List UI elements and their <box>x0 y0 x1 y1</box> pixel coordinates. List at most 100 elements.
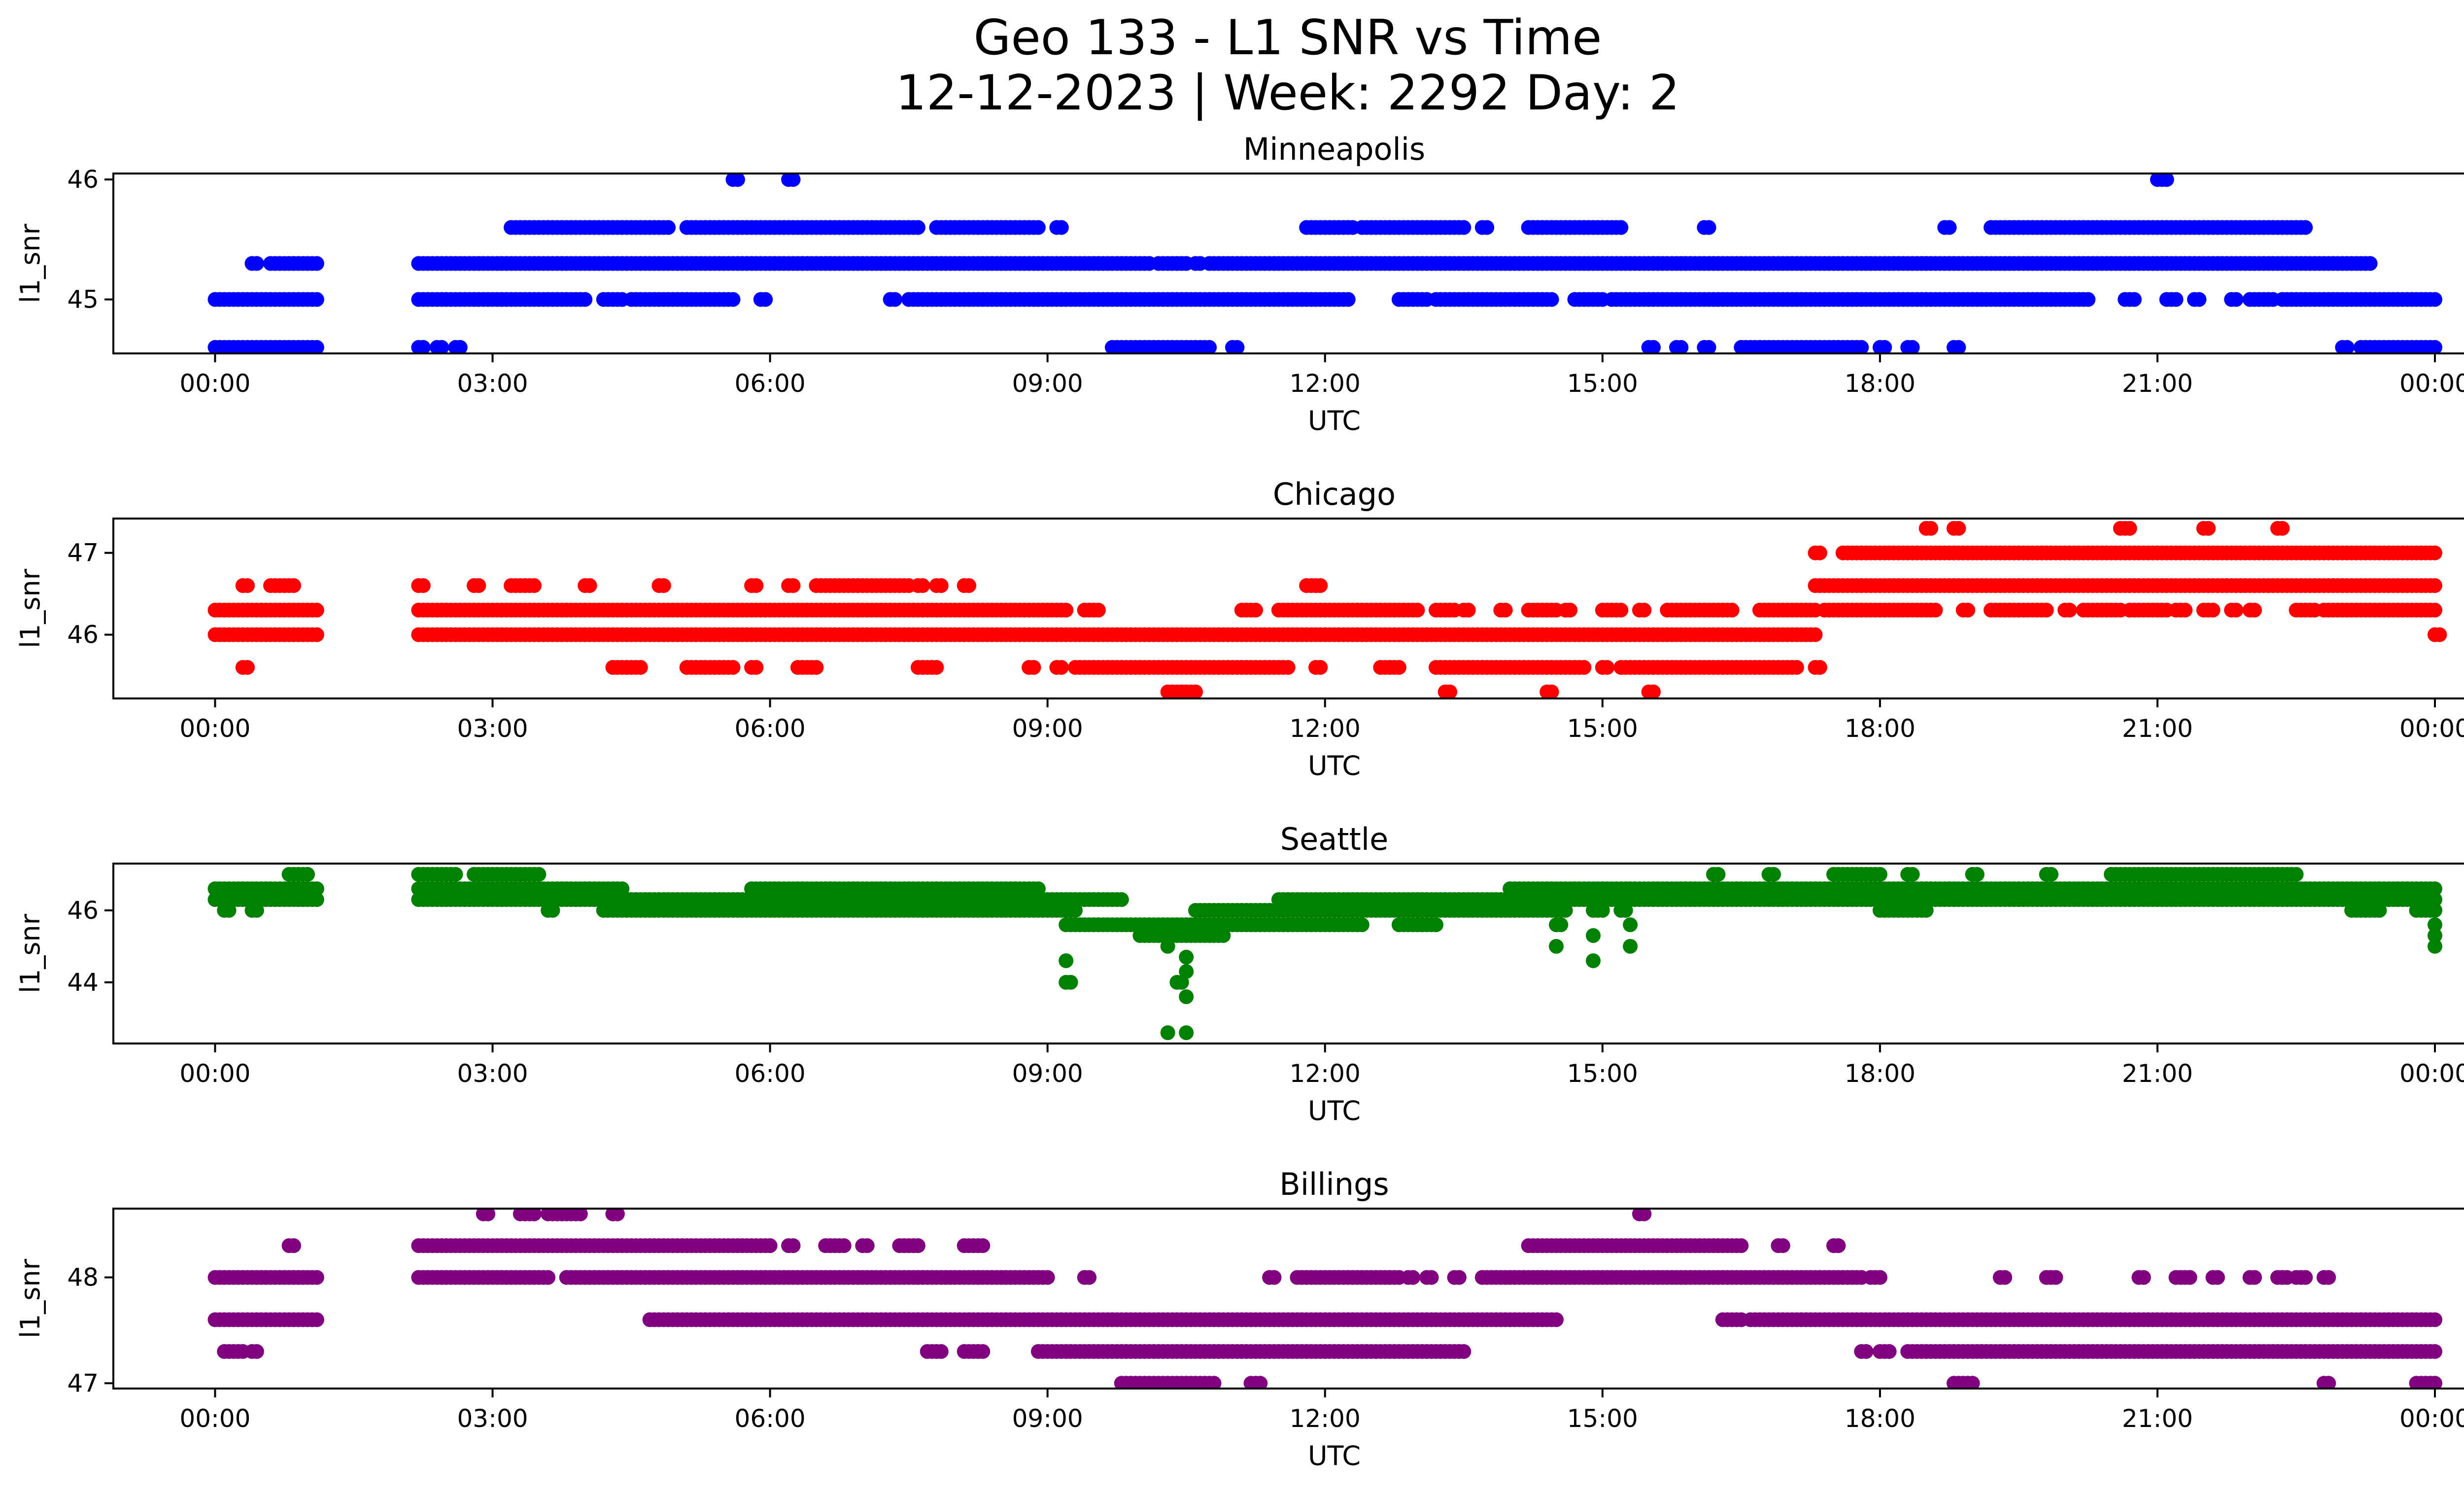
data-point-minneapolis-494 <box>249 256 264 271</box>
data-point-seattle-1041 <box>1354 917 1369 933</box>
data-point-minneapolis-170 <box>578 292 593 307</box>
data-point-chicago-718 <box>1498 602 1513 618</box>
x-tick-label-seattle-1: 03:00 <box>457 1059 528 1088</box>
y-tick-label-chicago-1: 47 <box>67 539 99 567</box>
data-point-billings-916 <box>1997 1270 2013 1285</box>
data-point-minneapolis-1036 <box>1054 220 1069 235</box>
data-point-billings-935 <box>2298 1270 2313 1285</box>
plot-frame-billings <box>112 1208 2464 1390</box>
data-point-chicago-48 <box>1054 660 1069 675</box>
data-point-seattle-1170 <box>1179 1025 1194 1041</box>
data-point-billings-30 <box>2321 1376 2336 1389</box>
data-point-minneapolis-445 <box>2127 292 2142 307</box>
data-point-billings-149 <box>1882 1344 1897 1359</box>
x-tick-label-chicago-8: 00:00 <box>2399 714 2464 743</box>
data-point-minneapolis-1166 <box>2298 220 2313 235</box>
data-point-billings-46 <box>933 1344 949 1359</box>
data-point-seattle-764 <box>545 903 560 918</box>
x-tick-label-chicago-2: 06:00 <box>735 714 806 743</box>
data-point-minneapolis-925 <box>2362 256 2378 271</box>
data-point-minneapolis-87 <box>1877 340 1892 353</box>
data-point-minneapolis-505 <box>309 256 324 271</box>
data-point-minneapolis-93 <box>2339 340 2355 353</box>
data-point-billings-1088 <box>480 1209 496 1221</box>
data-point-seattle-1169 <box>1160 1025 1175 1041</box>
data-point-chicago-8 <box>1442 684 1458 698</box>
data-point-minneapolis-54 <box>1646 340 1661 353</box>
plot-frame-seattle <box>112 863 2464 1044</box>
x-tick-label-chicago-4: 12:00 <box>1290 714 1361 743</box>
x-tick-label-billings-7: 21:00 <box>2122 1404 2193 1433</box>
y-axis-label-seattle: l1_snr <box>15 913 46 993</box>
data-point-chicago-46 <box>1026 660 1041 675</box>
data-point-seattle-867 <box>1068 903 1083 918</box>
data-point-billings-1102 <box>610 1209 625 1221</box>
data-point-chicago-911 <box>915 578 930 593</box>
subplot-title-minneapolis: Minneapolis <box>1243 131 1426 167</box>
plot-frame-chicago <box>112 518 2464 699</box>
data-point-chicago-678 <box>1248 602 1263 618</box>
data-point-chicago-1196 <box>2275 521 2290 536</box>
data-point-chicago-716 <box>1461 602 1476 618</box>
subplot-title-chicago: Chicago <box>1273 476 1396 512</box>
data-point-chicago-888 <box>786 578 801 593</box>
data-point-seattle-1050 <box>1429 917 1443 933</box>
data-point-chicago-44 <box>929 660 944 675</box>
data-point-billings-146 <box>1858 1344 1874 1359</box>
x-tick-label-seattle-6: 18:00 <box>1845 1059 1916 1088</box>
data-point-chicago-506 <box>2432 627 2447 642</box>
data-point-chicago-872 <box>415 578 431 593</box>
data-point-minneapolis-1093 <box>1613 220 1629 235</box>
x-tick-label-seattle-3: 09:00 <box>1012 1059 1083 1088</box>
x-tick-label-chicago-3: 09:00 <box>1012 714 1083 743</box>
data-point-minneapolis-1095 <box>1701 220 1716 235</box>
data-point-billings-690 <box>541 1270 556 1285</box>
x-tick-label-chicago-0: 00:00 <box>179 714 250 743</box>
x-tick-label-billings-8: 00:00 <box>2399 1404 2464 1433</box>
data-point-chicago-1185 <box>2428 545 2442 560</box>
data-point-minneapolis-133 <box>309 292 324 307</box>
x-tick-label-billings-3: 09:00 <box>1012 1404 1083 1433</box>
data-point-seattle-760 <box>221 903 237 918</box>
data-point-seattle-1052 <box>1553 917 1569 933</box>
data-point-minneapolis-1011 <box>910 220 925 235</box>
y-axis-label-minneapolis: l1_snr <box>15 223 46 303</box>
data-point-chicago-787 <box>1928 602 1943 618</box>
x-axis-label-minneapolis: UTC <box>1308 405 1361 436</box>
data-point-chicago-886 <box>749 578 764 593</box>
data-point-chicago-201 <box>309 627 324 642</box>
data-point-seattle-762 <box>249 903 264 918</box>
data-point-seattle-1100 <box>531 867 547 882</box>
data-point-chicago-670 <box>1059 602 1074 618</box>
data-point-billings-929 <box>2247 1270 2262 1285</box>
data-point-billings-1035 <box>975 1238 991 1253</box>
x-tick-label-minneapolis-8: 00:00 <box>2399 369 2464 398</box>
x-tick-label-minneapolis-3: 09:00 <box>1012 369 1083 398</box>
data-point-minneapolis-960 <box>661 220 676 235</box>
series-billings <box>207 1209 2442 1389</box>
series-seattle <box>207 867 2442 1041</box>
data-point-billings-287 <box>309 1312 324 1327</box>
data-point-billings-28 <box>1965 1376 1980 1389</box>
data-point-minneapolis-1070 <box>1456 220 1472 235</box>
data-point-seattle-1176 <box>1586 953 1601 969</box>
data-point-minneapolis-50 <box>1202 340 1217 353</box>
data-point-chicago-6 <box>1188 684 1203 698</box>
data-point-minneapolis-298 <box>1340 292 1356 307</box>
data-point-chicago-727 <box>1563 602 1578 618</box>
data-point-chicago-10 <box>1544 684 1559 698</box>
y-tick-label-minneapolis-0: 45 <box>67 285 99 314</box>
data-point-chicago-1054 <box>2428 578 2442 593</box>
data-point-seattle-1162 <box>2289 867 2304 882</box>
data-point-seattle-976 <box>2428 903 2442 918</box>
data-point-billings-1023 <box>836 1238 852 1253</box>
data-point-chicago-14 <box>240 660 255 675</box>
data-point-billings-799 <box>1266 1270 1282 1285</box>
data-point-chicago-12 <box>1646 684 1661 698</box>
x-tick-label-minneapolis-2: 06:00 <box>735 369 806 398</box>
x-tick-label-seattle-2: 06:00 <box>735 1059 806 1088</box>
data-point-chicago-504 <box>1808 627 1823 642</box>
x-tick-label-minneapolis-1: 03:00 <box>457 369 528 398</box>
data-point-billings-144 <box>1456 1344 1472 1359</box>
